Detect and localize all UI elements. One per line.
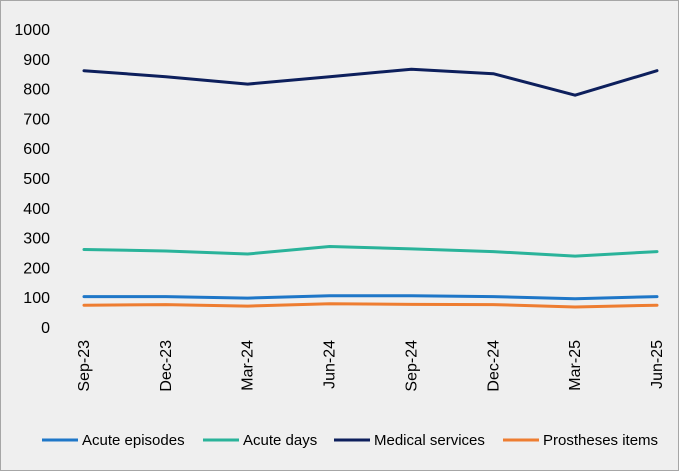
- y-tick-label: 0: [41, 320, 50, 337]
- legend-label: Acute episodes: [82, 432, 185, 449]
- y-axis-ticks: 0 100 200 300 400 500 600 700 800 900 1000: [14, 22, 50, 337]
- legend-label: Prostheses items: [543, 432, 658, 449]
- series-line-prostheses-items: [82, 302, 659, 309]
- y-tick-label: 600: [23, 141, 50, 158]
- x-tick-label: Dec-24: [485, 340, 502, 392]
- y-tick-label: 200: [23, 260, 50, 277]
- legend-label: Medical services: [374, 432, 485, 449]
- y-tick-label: 500: [23, 171, 50, 188]
- legend-label: Acute days: [243, 432, 317, 449]
- y-tick-label: 900: [23, 52, 50, 69]
- x-axis-ticks: Sep-23 Dec-23 Mar-24 Jun-24 Sep-24 Dec-24 Mar-…: [76, 340, 666, 392]
- x-tick-label: Sep-24: [403, 340, 420, 392]
- y-tick-label: 100: [23, 290, 50, 307]
- x-tick-label: Mar-24: [240, 340, 257, 391]
- series-line-medical-services: [82, 67, 659, 97]
- x-tick-label: Sep-23: [76, 340, 93, 392]
- series-lines: [82, 67, 659, 309]
- x-tick-label: Dec-23: [158, 340, 175, 392]
- y-tick-label: 400: [23, 201, 50, 218]
- y-tick-label: 700: [23, 111, 50, 128]
- y-tick-label: 800: [23, 82, 50, 99]
- series-line-acute-days: [82, 245, 659, 258]
- legend: Acute episodes Acute days Medical services…: [42, 432, 658, 449]
- y-tick-label: 300: [23, 231, 50, 248]
- y-tick-label: 1000: [14, 22, 50, 39]
- x-tick-label: Jun-25: [649, 340, 666, 389]
- x-tick-label: Mar-25: [567, 340, 584, 391]
- series-line-acute-episodes: [82, 294, 659, 301]
- x-tick-label: Jun-24: [322, 340, 339, 389]
